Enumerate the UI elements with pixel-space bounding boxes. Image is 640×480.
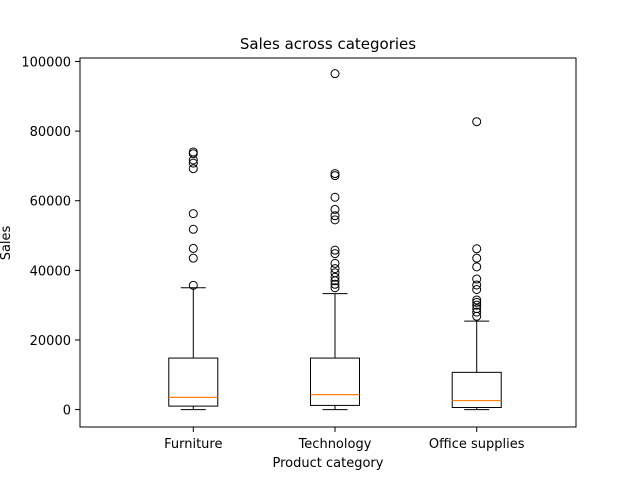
outlier-point — [330, 215, 340, 225]
y-tick-label: 80000 — [30, 125, 71, 140]
box-iqr — [451, 371, 502, 409]
x-tick-label: Office supplies — [429, 437, 525, 452]
outlier-point — [188, 149, 198, 159]
outlier-point — [330, 249, 340, 259]
y-tick-label: 40000 — [30, 264, 71, 279]
outlier-point — [472, 280, 482, 290]
chart-title: Sales across categories — [240, 35, 416, 53]
box-iqr — [310, 357, 360, 406]
plot-area: 0 20000 40000 60000 80000 100000 Furniture Tech… — [21, 55, 524, 452]
outlier-point — [330, 192, 340, 202]
x-tick-label: Technology — [298, 437, 372, 452]
outlier-point — [330, 279, 340, 289]
outlier-point — [472, 307, 482, 317]
x-axis-label: Product category — [273, 456, 384, 471]
outlier-point — [188, 209, 198, 219]
outlier-point — [188, 224, 198, 234]
outlier-point — [330, 283, 340, 293]
outlier-point — [472, 244, 482, 254]
outlier-point — [188, 280, 198, 290]
outlier-point — [330, 171, 340, 181]
outlier-point — [188, 243, 198, 253]
outlier-point — [472, 300, 482, 310]
outlier-point — [330, 268, 340, 278]
outlier-point — [188, 164, 198, 174]
x-tick-label: Furniture — [164, 437, 222, 452]
box-iqr — [168, 357, 219, 407]
outlier-point — [330, 204, 340, 214]
outlier-point — [472, 297, 482, 307]
y-tick-label: 20000 — [30, 334, 71, 349]
outlier-point — [330, 258, 340, 268]
outlier-point — [472, 253, 482, 263]
outlier-point — [330, 69, 340, 79]
outlier-point — [472, 295, 482, 305]
outlier-point — [330, 245, 340, 255]
outlier-point — [472, 304, 482, 314]
outlier-point — [472, 117, 482, 127]
y-tick-label: 100000 — [21, 55, 71, 70]
outlier-point — [188, 158, 198, 168]
y-tick-label: 0 — [63, 404, 71, 419]
y-axis-label: Sales — [0, 225, 14, 260]
outlier-point — [330, 211, 340, 221]
outlier-point — [472, 284, 482, 294]
outlier-point — [330, 272, 340, 282]
outlier-point — [472, 262, 482, 272]
outlier-point — [330, 169, 340, 179]
y-tick-label: 60000 — [30, 195, 71, 210]
outlier-point — [188, 253, 198, 263]
outlier-point — [188, 147, 198, 157]
outlier-point — [472, 274, 482, 284]
plot-frame — [79, 57, 577, 428]
outlier-point — [330, 264, 340, 274]
